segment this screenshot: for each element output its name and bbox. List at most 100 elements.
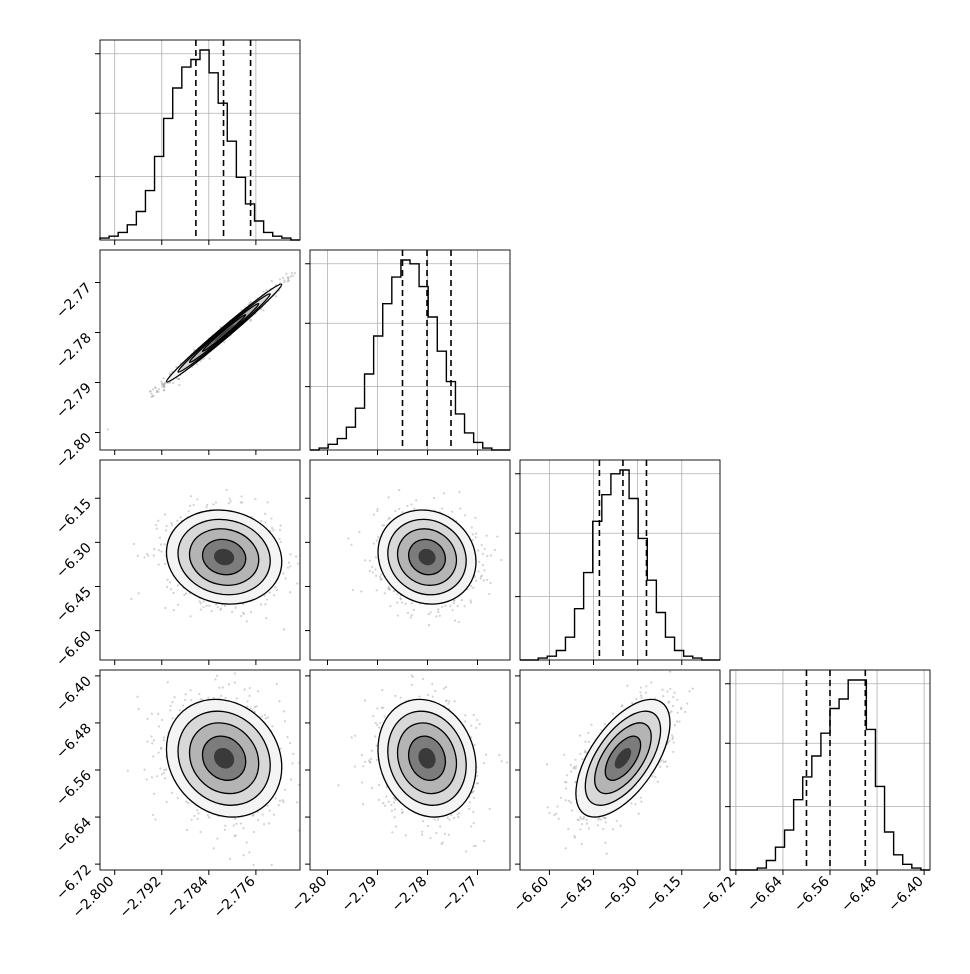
scatter-point [280, 541, 282, 543]
scatter-point [156, 390, 158, 392]
scatter-point [472, 539, 474, 541]
scatter-point [172, 382, 174, 384]
scatter-point [639, 667, 641, 669]
scatter-point [235, 823, 237, 825]
scatter-point [271, 527, 273, 529]
scatter-point [410, 616, 412, 618]
scatter-point [441, 507, 443, 509]
scatter-point [483, 762, 485, 764]
scatter-point [170, 522, 172, 524]
scatter-point [214, 678, 216, 680]
scatter-point [290, 778, 292, 780]
scatter-point [171, 524, 173, 526]
scatter-point [411, 684, 413, 686]
scatter-point [371, 787, 373, 789]
scatter-point [261, 715, 263, 717]
scatter-point [193, 815, 195, 817]
scatter-point [473, 744, 475, 746]
scatter-point [358, 531, 360, 533]
x-tick-label: −2.79 [339, 874, 381, 916]
scatter-point [266, 598, 268, 600]
scatter-point [676, 720, 678, 722]
scatter-point [379, 722, 381, 724]
scatter-point [475, 579, 477, 581]
scatter-point [280, 525, 282, 527]
scatter-point [157, 752, 159, 754]
scatter-point [377, 536, 379, 538]
scatter-point [163, 377, 165, 379]
scatter-point [475, 533, 477, 535]
scatter-point [481, 544, 483, 546]
scatter-point [165, 525, 167, 527]
scatter-point [413, 609, 415, 611]
scatter-point [292, 753, 294, 755]
scatter-point [486, 535, 488, 537]
scatter-point [434, 690, 436, 692]
scatter-point [153, 793, 155, 795]
scatter-point [215, 501, 217, 503]
scatter-point [389, 517, 391, 519]
scatter-point [282, 277, 284, 279]
scatter-point [296, 582, 298, 584]
scatter-point [234, 818, 236, 820]
scatter-point [253, 831, 255, 833]
y-tick-label: −6.60 [53, 628, 95, 670]
scatter-point [464, 514, 466, 516]
scatter-point [196, 809, 198, 811]
scatter-point [133, 543, 135, 545]
scatter-point [207, 697, 209, 699]
scatter-point [612, 713, 614, 715]
scatter-point [422, 678, 424, 680]
scatter-point [279, 800, 281, 802]
scatter-point [208, 605, 210, 607]
scatter-point [351, 736, 353, 738]
scatter-point [199, 600, 201, 602]
scatter-point [439, 825, 441, 827]
scatter-point [177, 604, 179, 606]
scatter-point [156, 775, 158, 777]
scatter-point [457, 605, 459, 607]
scatter-point [407, 612, 409, 614]
scatter-point [269, 592, 271, 594]
scatter-point [464, 720, 466, 722]
scatter-point [385, 795, 387, 797]
scatter-point [394, 816, 396, 818]
scatter-point [448, 700, 450, 702]
scatter-point [451, 511, 453, 513]
scatter-point [212, 503, 214, 505]
scatter-point [146, 553, 148, 555]
scatter-point [249, 687, 251, 689]
scatter-point [399, 597, 401, 599]
scatter-point [303, 267, 305, 269]
scatter-point [158, 564, 160, 566]
scatter-point [278, 804, 280, 806]
scatter-point [500, 559, 502, 561]
scatter-point [138, 592, 140, 594]
scatter-point [575, 765, 577, 767]
scatter-point [282, 799, 284, 801]
scatter-point [193, 504, 195, 506]
scatter-point [276, 683, 278, 685]
scatter-point [567, 828, 569, 830]
scatter-point [208, 358, 210, 360]
scatter-point [434, 818, 436, 820]
scatter-point [442, 841, 444, 843]
scatter-point [260, 603, 262, 605]
scatter-point [161, 773, 163, 775]
scatter-point [439, 615, 441, 617]
scatter-point [178, 378, 180, 380]
scatter-point [370, 758, 372, 760]
scatter-point [264, 513, 266, 515]
scatter-point [158, 549, 160, 551]
scatter-point [234, 672, 236, 674]
scatter-point [137, 555, 139, 557]
scatter-point [388, 801, 390, 803]
scatter-point [282, 572, 284, 574]
scatter-point [200, 608, 202, 610]
scatter-point [150, 390, 152, 392]
scatter-point [279, 278, 281, 280]
y-tick-label: −2.77 [53, 280, 95, 322]
scatter-point [229, 858, 231, 860]
scatter-point [662, 666, 664, 668]
scatter-point [602, 828, 604, 830]
